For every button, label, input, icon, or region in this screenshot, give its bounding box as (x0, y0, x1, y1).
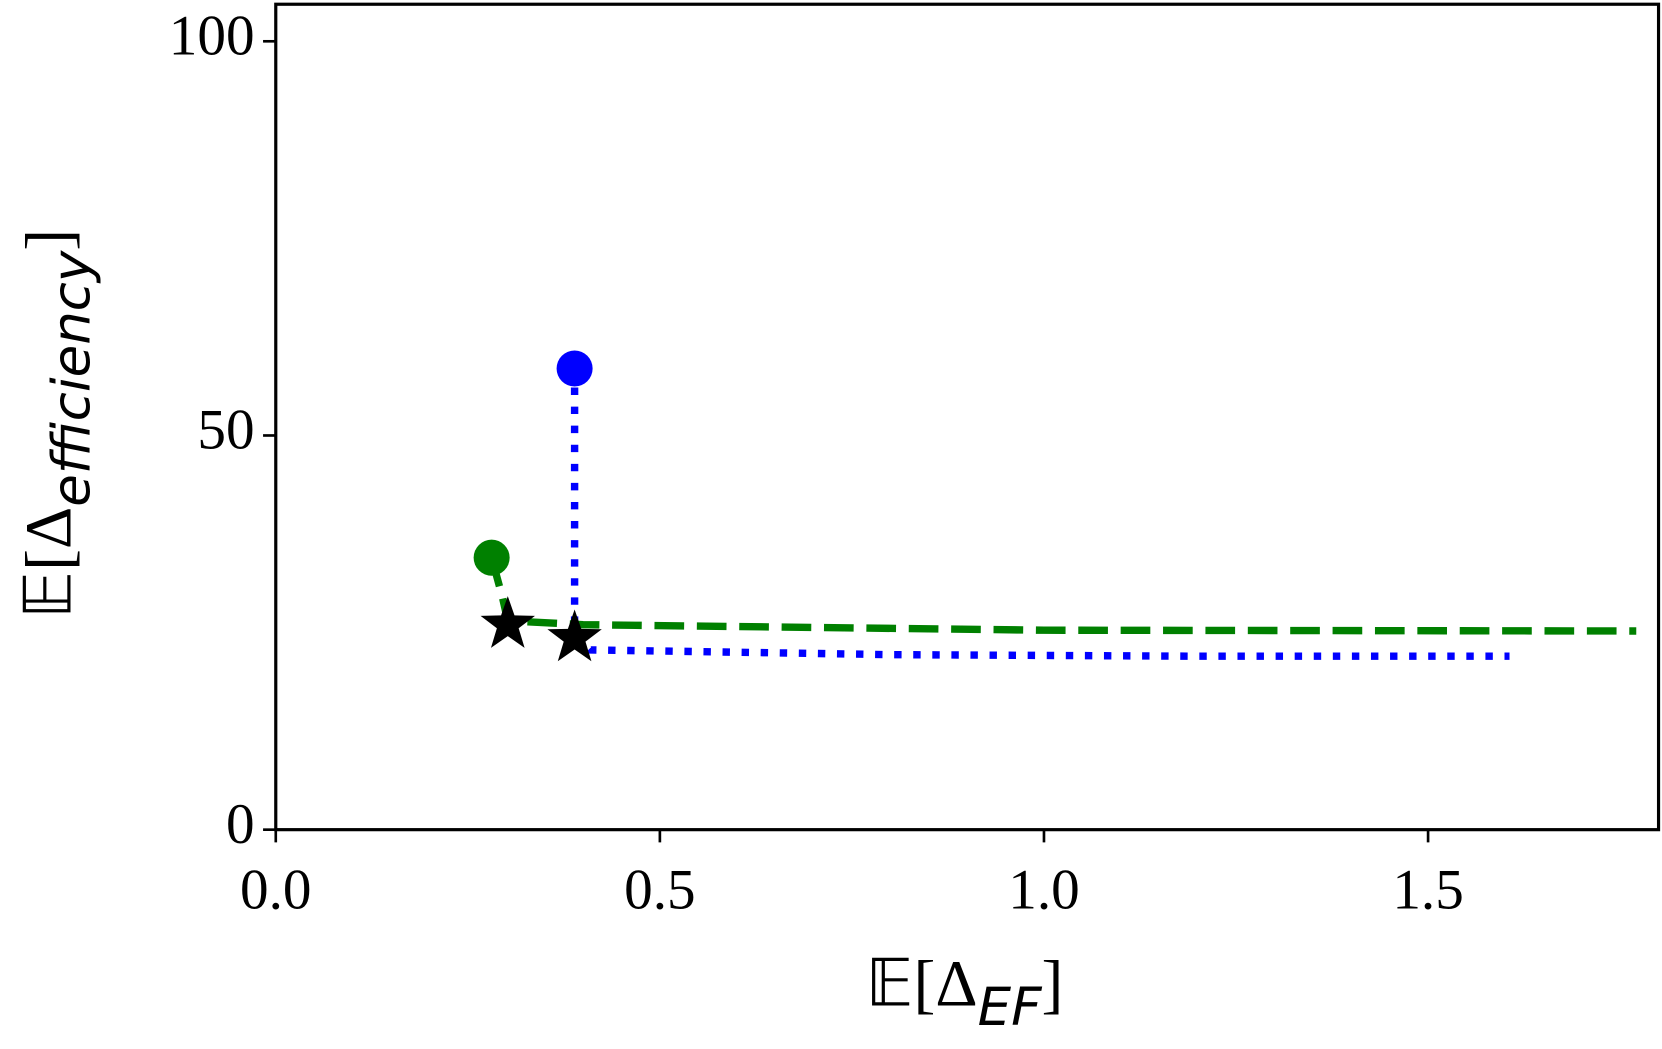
marker (556, 350, 593, 387)
label-base: 𝔼[Δ (12, 507, 85, 619)
label-subscript: EF (978, 976, 1043, 1037)
line-series (570, 368, 1510, 660)
label-close: ] (1042, 948, 1064, 1021)
x-tick-label: 1.5 (1392, 858, 1464, 921)
x-tick-label: 0.0 (240, 858, 312, 921)
marker (480, 596, 535, 648)
y-tick-label: 50 (197, 399, 254, 462)
x-tick-label: 0.5 (624, 858, 696, 921)
y-axis-label: 𝔼[Δefficiency] (12, 229, 102, 619)
marker (473, 539, 510, 576)
x-tick-label: 1.0 (1008, 858, 1080, 921)
label-base: 𝔼[Δ (866, 948, 978, 1021)
line-series (488, 556, 1637, 635)
label-subscript: efficiency (41, 250, 102, 507)
y-tick-label: 0 (226, 793, 255, 856)
label-close: ] (12, 229, 85, 251)
axes-frame (274, 2, 1661, 832)
x-axis-label: 𝔼[ΔEF] (866, 948, 1064, 1038)
marker (547, 609, 602, 662)
y-tick-label: 100 (169, 4, 255, 67)
